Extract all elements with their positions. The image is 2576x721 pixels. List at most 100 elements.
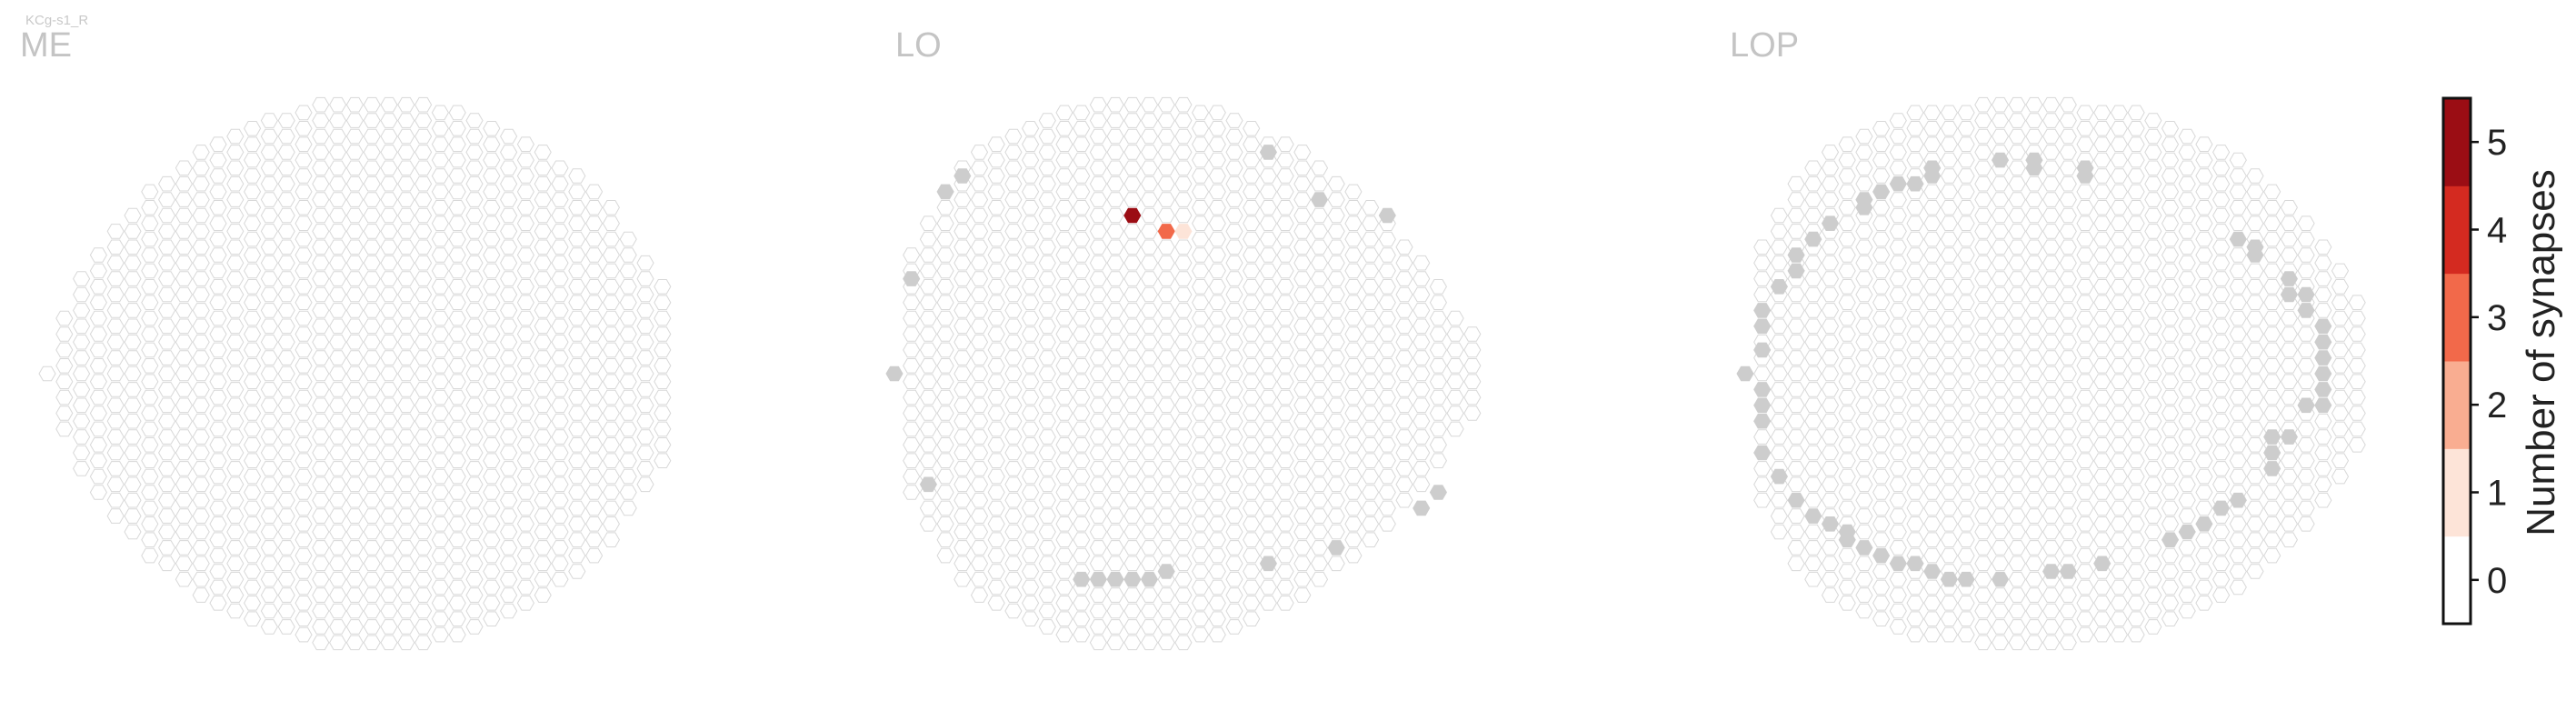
hex-cell xyxy=(1940,184,1958,200)
hex-cell xyxy=(1123,382,1142,397)
hex-cell xyxy=(2144,224,2162,239)
hex-cell-unmapped xyxy=(1991,571,2010,587)
hex-cell xyxy=(1038,224,1056,239)
hex-cell xyxy=(1038,476,1056,493)
hex-cell xyxy=(244,342,262,358)
hex-cell xyxy=(936,389,954,406)
hex-cell xyxy=(516,326,534,342)
hex-cell xyxy=(954,492,972,508)
hex-cell xyxy=(2246,358,2264,374)
hex-cell xyxy=(277,271,295,286)
hex-cell xyxy=(903,406,921,421)
hex-cell xyxy=(448,184,466,200)
hex-cell xyxy=(602,279,620,295)
hex-cell-synapse xyxy=(1157,224,1175,239)
hex-cell xyxy=(1157,508,1175,524)
hex-cell xyxy=(2110,516,2128,532)
hex-cell xyxy=(1243,421,1261,437)
hex-cell xyxy=(1957,121,1975,136)
hex-cell xyxy=(2144,175,2162,192)
hex-cell xyxy=(465,587,484,603)
hex-cell xyxy=(414,239,433,255)
hex-cell xyxy=(1974,175,1992,192)
hex-cell xyxy=(1378,231,1396,247)
hex-cell xyxy=(345,445,364,461)
hex-cell xyxy=(483,136,501,152)
hex-cell xyxy=(1192,500,1210,516)
hex-cell xyxy=(987,547,1005,564)
hex-cell xyxy=(2212,271,2231,286)
hex-cell xyxy=(500,366,518,382)
hex-cell xyxy=(483,374,501,389)
hex-cell xyxy=(1310,350,1329,366)
hex-cell xyxy=(534,334,552,350)
hex-cell xyxy=(568,406,586,421)
hex-cell xyxy=(448,421,466,437)
hex-cell xyxy=(363,635,381,651)
hex-cell-unmapped xyxy=(2314,350,2332,366)
hex-cell xyxy=(2042,413,2061,429)
hex-cell xyxy=(970,224,989,239)
hex-cell xyxy=(226,413,245,429)
hex-cell xyxy=(1157,603,1175,619)
hex-cell xyxy=(1327,192,1345,207)
hex-cell xyxy=(970,382,989,397)
hex-cell xyxy=(397,350,415,366)
hex-cell xyxy=(329,303,347,318)
hex-cell xyxy=(1293,192,1312,207)
hex-cell xyxy=(1208,247,1226,263)
colorbar-cell-5 xyxy=(2443,98,2471,186)
hex-cell xyxy=(1192,468,1210,485)
hex-cell xyxy=(2195,374,2213,389)
hex-cell xyxy=(1140,271,1159,286)
hex-cell xyxy=(1344,485,1363,500)
hex-cell xyxy=(329,635,347,651)
hex-cell xyxy=(380,334,398,350)
hex-cell xyxy=(1276,326,1294,342)
hex-cell xyxy=(380,445,398,461)
hex-cell xyxy=(295,389,313,406)
colorbar-cells xyxy=(2443,98,2471,625)
hex-cell xyxy=(1940,485,1958,500)
hex-cell xyxy=(1174,192,1193,207)
hex-cell xyxy=(2212,397,2231,414)
hex-cell xyxy=(209,231,227,247)
hex-cell xyxy=(903,468,921,485)
hex-cell xyxy=(2212,255,2231,271)
hex-cell xyxy=(141,279,159,295)
hex-cell xyxy=(329,413,347,429)
hex-cell xyxy=(345,175,364,192)
hex-cell xyxy=(329,255,347,271)
hex-cell xyxy=(1923,406,1942,421)
hex-cell-unmapped xyxy=(1923,160,1942,176)
hex-cell xyxy=(1259,279,1277,295)
hex-cell xyxy=(1157,476,1175,493)
hex-cell xyxy=(2331,437,2350,453)
hex-cell xyxy=(2178,366,2196,382)
hex-cell xyxy=(1327,556,1345,572)
hex-cell xyxy=(1192,295,1210,310)
hex-cell xyxy=(1855,476,1873,493)
hex-cell xyxy=(312,350,330,366)
hex-cell xyxy=(465,619,484,635)
hex-cell xyxy=(1140,366,1159,382)
hex-cell xyxy=(1157,239,1175,255)
hex-cell xyxy=(158,556,176,572)
hex-cell xyxy=(2008,508,2026,524)
hex-cell xyxy=(2076,358,2094,374)
hex-cell xyxy=(654,437,672,453)
hex-cell xyxy=(1243,247,1261,263)
hex-cell xyxy=(2331,453,2350,468)
hex-cell xyxy=(1089,286,1107,303)
hex-cell xyxy=(345,461,364,476)
hex-cell xyxy=(448,121,466,136)
hex-cell xyxy=(2229,579,2247,596)
hex-cell xyxy=(1378,437,1396,453)
hex-cell xyxy=(1022,326,1040,342)
hex-cell xyxy=(1243,437,1261,453)
hex-cell xyxy=(987,184,1005,200)
hex-cell xyxy=(1073,263,1091,279)
hex-cell xyxy=(1770,508,1788,524)
hex-cell xyxy=(1872,342,1891,358)
hex-cell xyxy=(141,263,159,279)
